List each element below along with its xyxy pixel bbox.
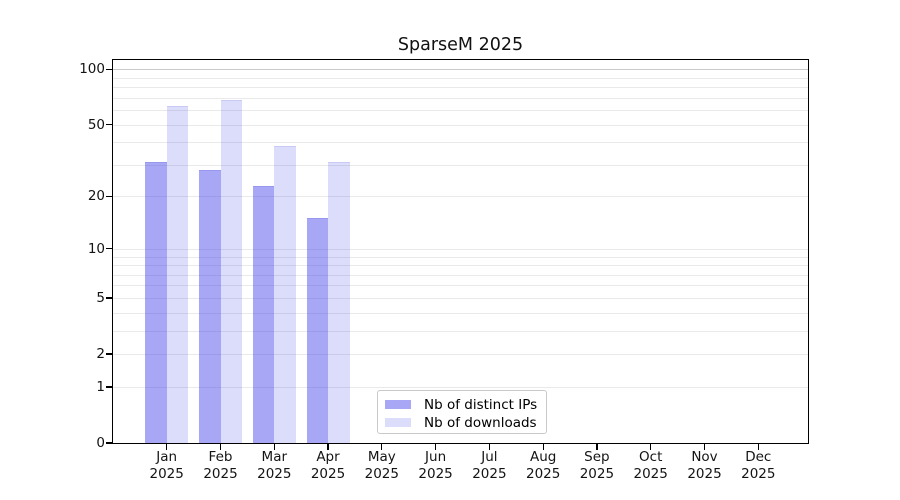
legend-item-distinct-ips: Nb of distinct IPs: [385, 396, 539, 413]
y-tick-mark: [106, 248, 112, 250]
bar-downloads-feb: [220, 100, 242, 443]
gridline: [112, 330, 809, 332]
x-tick-mark: [596, 444, 598, 450]
legend-item-downloads: Nb of downloads: [385, 414, 539, 431]
x-tick-mark: [542, 444, 544, 450]
y-tick-label: 0: [96, 435, 105, 451]
legend-label-distinct-ips: Nb of distinct IPs: [424, 396, 538, 413]
y-tick-label: 20: [87, 188, 105, 205]
y-tick-label: 1: [96, 378, 105, 395]
x-tick-label-aug: Aug 2025: [526, 449, 561, 482]
x-tick-mark: [166, 444, 168, 450]
x-tick-mark: [650, 444, 652, 450]
y-tick-label: 10: [87, 240, 105, 257]
legend-swatch-distinct-ips-icon: [385, 399, 411, 410]
gridline: [112, 77, 809, 79]
gridline: [112, 312, 809, 314]
gridline: [112, 297, 809, 299]
y-tick-mark: [106, 442, 112, 444]
gridline: [112, 285, 809, 287]
gridline: [112, 97, 809, 99]
bar-downloads-apr: [328, 162, 350, 443]
x-tick-label-oct: Oct 2025: [633, 449, 668, 482]
x-tick-mark: [381, 444, 383, 450]
gridline: [112, 274, 809, 276]
gridline: [112, 124, 809, 126]
y-tick-label: 50: [87, 116, 105, 133]
x-tick-label-sep: Sep 2025: [579, 449, 615, 482]
gridline: [112, 196, 809, 198]
bar-distinct-ips-feb: [199, 170, 221, 443]
gridline: [112, 110, 809, 111]
y-tick-mark: [106, 123, 112, 126]
bar-distinct-ips-jan: [145, 162, 167, 443]
gridline: [112, 256, 809, 258]
chart-title: SparseM 2025: [397, 35, 524, 55]
y-tick-mark: [106, 68, 112, 70]
gridline: [112, 87, 809, 88]
gridline: [112, 248, 809, 250]
x-tick-mark: [703, 444, 706, 450]
bar-downloads-jan: [166, 106, 189, 443]
x-tick-label-jan: Jan 2025: [149, 449, 184, 482]
legend-swatch-downloads-icon: [385, 417, 411, 428]
x-tick-mark: [327, 444, 329, 450]
y-tick-mark: [106, 386, 112, 388]
bar-distinct-ips-mar: [252, 185, 275, 443]
gridline: [112, 386, 809, 388]
x-tick-label-may: May 2025: [364, 449, 399, 482]
y-tick-mark: [106, 195, 112, 198]
legend: Nb of distinct IPs Nb of downloads: [377, 390, 547, 434]
plot-area: [112, 59, 809, 443]
gridline: [112, 142, 809, 144]
x-tick-label-dec: Dec 2025: [741, 449, 776, 482]
y-tick-mark: [106, 297, 112, 299]
x-tick-label-mar: Mar 2025: [257, 449, 292, 482]
x-tick-mark: [434, 444, 437, 450]
x-tick-mark: [219, 444, 222, 450]
y-tick-label: 2: [96, 346, 105, 362]
y-tick-label: 5: [96, 289, 105, 306]
x-tick-label-jul: Jul 2025: [472, 449, 507, 482]
x-tick-label-nov: Nov 2025: [687, 449, 722, 482]
x-tick-mark: [273, 444, 275, 450]
bar-downloads-mar: [274, 146, 296, 443]
y-tick-mark: [106, 353, 112, 355]
x-tick-label-jun: Jun 2025: [418, 449, 453, 482]
gridline: [112, 69, 809, 71]
legend-label-downloads: Nb of downloads: [424, 414, 537, 431]
y-tick-label: 100: [79, 61, 105, 78]
gridline: [112, 164, 809, 166]
x-tick-mark: [488, 444, 491, 450]
gridline: [112, 354, 809, 355]
gridline: [112, 265, 809, 266]
bar-distinct-ips-apr: [306, 218, 328, 443]
x-tick-mark: [757, 444, 759, 450]
x-tick-label-feb: Feb 2025: [203, 449, 238, 482]
x-tick-label-apr: Apr 2025: [310, 449, 346, 482]
